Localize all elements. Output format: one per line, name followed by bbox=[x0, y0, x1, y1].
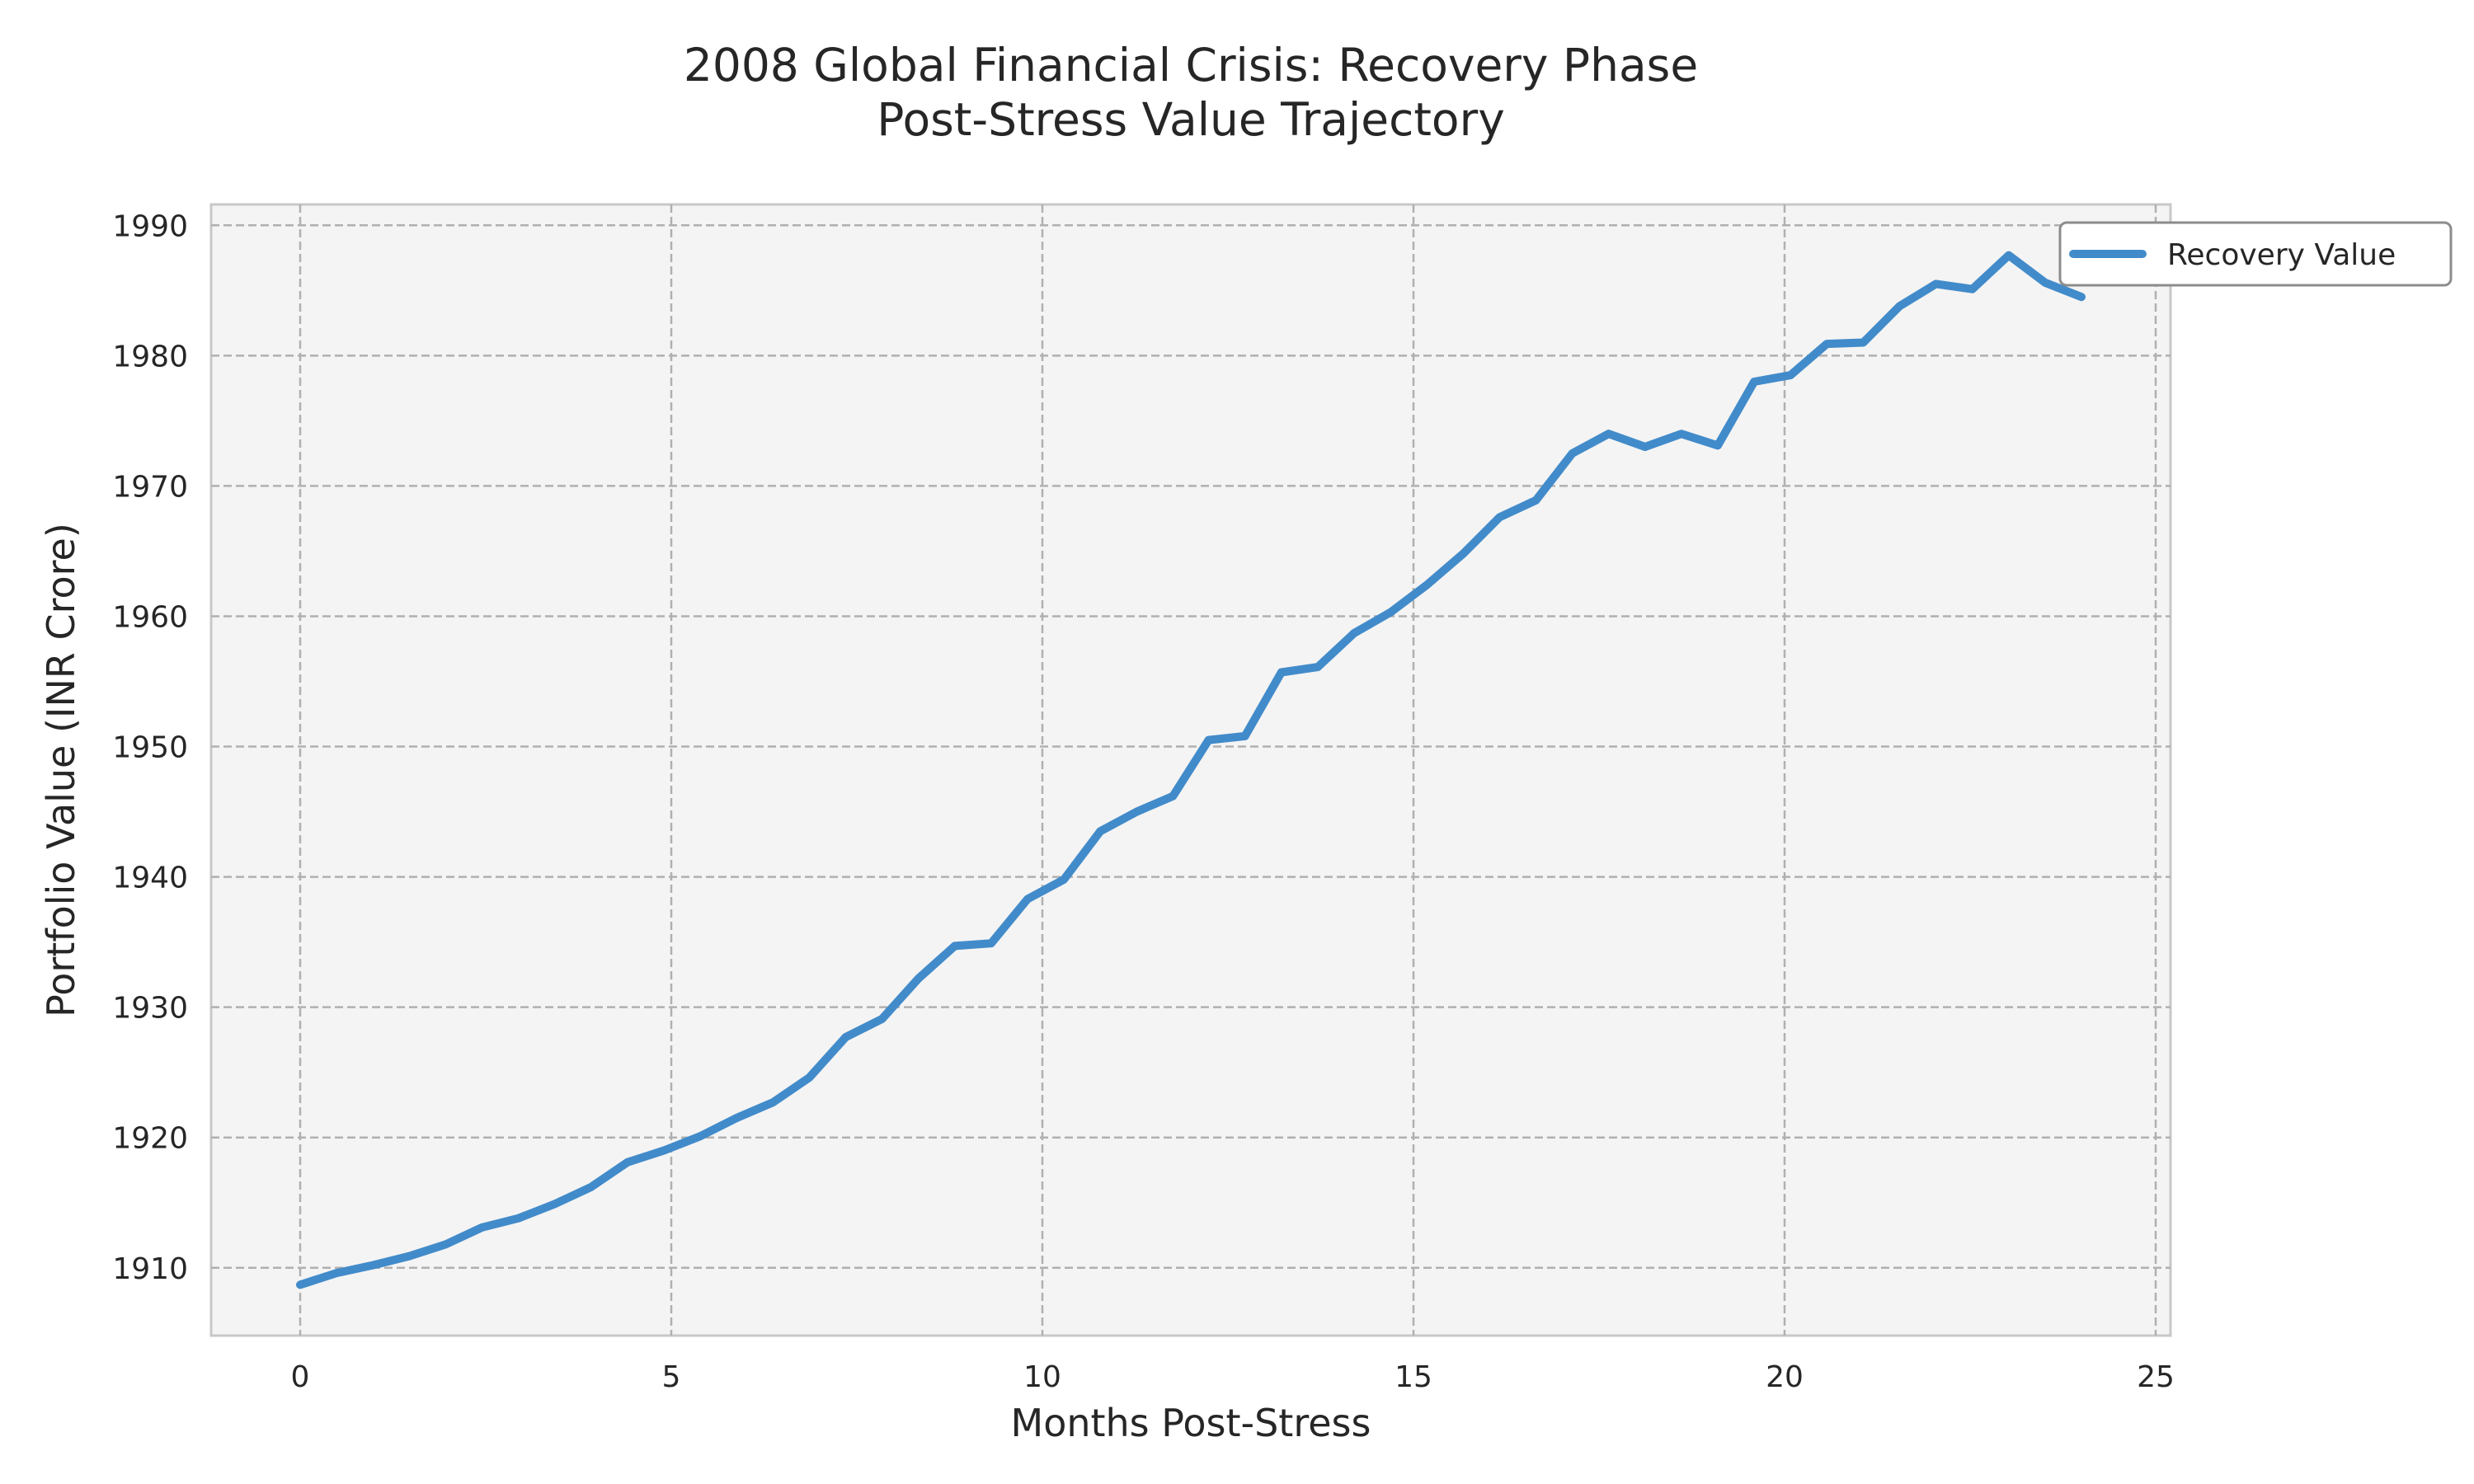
chart-title-line: Post-Stress Value Trajectory bbox=[877, 93, 1505, 146]
y-tick-label: 1990 bbox=[112, 209, 188, 243]
y-tick-label: 1910 bbox=[112, 1252, 188, 1286]
x-tick-label: 5 bbox=[662, 1360, 681, 1394]
chart-title: 2008 Global Financial Crisis: Recovery P… bbox=[684, 39, 1698, 146]
x-tick-label: 10 bbox=[1023, 1360, 1061, 1394]
y-tick-label: 1970 bbox=[112, 470, 188, 504]
y-tick-label: 1930 bbox=[112, 992, 188, 1026]
y-axis-label: Portfolio Value (INR Crore) bbox=[39, 523, 83, 1017]
x-tick-label: 20 bbox=[1766, 1360, 1804, 1394]
y-tick-label: 1980 bbox=[112, 340, 188, 373]
chart-title-line: 2008 Global Financial Crisis: Recovery P… bbox=[684, 39, 1698, 92]
legend-box bbox=[2058, 221, 2453, 287]
x-axis-label: Months Post-Stress bbox=[1011, 1401, 1371, 1445]
y-tick-label: 1950 bbox=[112, 731, 188, 765]
x-tick-label: 0 bbox=[291, 1360, 310, 1394]
plot-area bbox=[209, 203, 2172, 1337]
y-tick-label: 1920 bbox=[112, 1122, 188, 1156]
series-line-recovery-value bbox=[296, 251, 2086, 1289]
legend-label: Recovery Value bbox=[2167, 238, 2396, 272]
y-tick-label: 1960 bbox=[112, 600, 188, 634]
y-tick-label: 1940 bbox=[112, 862, 188, 895]
x-tick-label: 15 bbox=[1395, 1360, 1432, 1394]
x-tick-label: 25 bbox=[2137, 1360, 2175, 1394]
legend: Recovery Value bbox=[2058, 221, 2453, 287]
